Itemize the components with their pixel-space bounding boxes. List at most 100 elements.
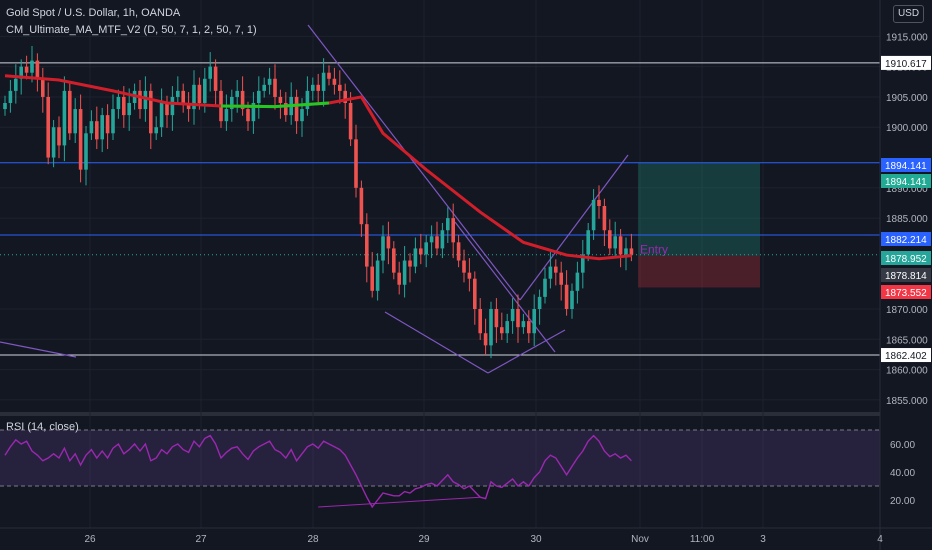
candle-body <box>62 90 67 146</box>
target-zone <box>638 162 760 256</box>
candle-body <box>235 90 239 97</box>
candle-body <box>278 96 283 103</box>
candle-body <box>267 78 272 85</box>
candle-body <box>186 103 191 110</box>
price-tag <box>881 232 931 246</box>
candle-body <box>489 309 493 346</box>
price-tag-label: 1873.552 <box>885 288 927 299</box>
candle-body <box>451 218 455 243</box>
candle-body <box>516 309 520 328</box>
price-tag-label: 1878.952 <box>885 254 927 265</box>
ma-line <box>4 74 632 261</box>
trendline <box>519 154 629 301</box>
candle-body <box>424 242 428 255</box>
candle-body <box>8 90 13 103</box>
candle-body <box>575 272 580 291</box>
time-tick-label: 28 <box>307 534 319 545</box>
candle-body <box>127 103 131 116</box>
candle-body <box>35 60 40 79</box>
candle-body <box>294 96 299 122</box>
candle-body <box>613 236 617 249</box>
candle-body <box>19 66 23 79</box>
rsi-tick-label: 60.00 <box>890 440 915 451</box>
candle-body <box>311 84 315 91</box>
candle-body <box>473 278 477 309</box>
candle-body <box>197 84 202 103</box>
trendline <box>454 221 556 353</box>
level-price-tag <box>881 55 931 70</box>
candle-body <box>629 248 634 255</box>
candle-body <box>24 66 29 73</box>
candle-body <box>316 84 320 91</box>
candle-body <box>456 242 461 261</box>
candle-body <box>419 248 423 255</box>
price-tag <box>881 174 931 188</box>
price-tag-label: 1878.814 <box>885 271 927 282</box>
key-levels[interactable] <box>0 62 880 356</box>
candle-body <box>192 84 196 110</box>
candle-body <box>365 224 369 267</box>
price-tick-label: 1885.000 <box>886 214 928 225</box>
candle-body <box>543 278 547 297</box>
candle-body <box>284 103 288 116</box>
candle-body <box>348 103 353 140</box>
candle-body <box>402 260 407 285</box>
candle-body <box>537 296 542 309</box>
level-price-label: 1910.617 <box>885 59 927 70</box>
stop-zone <box>638 255 760 288</box>
candle-body <box>246 109 250 122</box>
price-tag-label: 1882.214 <box>885 235 927 246</box>
candle-body <box>213 66 218 91</box>
candle-body <box>57 127 61 146</box>
panel-separator <box>0 412 880 416</box>
candle-body <box>483 333 488 346</box>
position-box[interactable]: Entry <box>638 162 760 288</box>
candle-body <box>354 139 358 188</box>
candle-body <box>608 230 612 249</box>
candle-body <box>149 90 153 134</box>
candle-body <box>300 109 304 122</box>
time-tick-label: 29 <box>418 534 430 545</box>
candle-body <box>478 309 482 334</box>
candle-body <box>138 90 142 110</box>
candle-body <box>116 96 121 110</box>
rsi-band <box>0 430 880 486</box>
price-tick-label: 1860.000 <box>886 366 928 377</box>
currency-badge[interactable]: USD <box>893 5 924 23</box>
rsi-legend[interactable]: RSI (14, close) <box>6 421 79 433</box>
candle-body <box>408 260 412 267</box>
candle-body <box>251 103 256 122</box>
candle-body <box>392 248 396 273</box>
candle-body <box>273 78 277 97</box>
price-axis[interactable]: 1915.0001910.0001905.0001900.0001890.000… <box>879 0 932 550</box>
candle-body <box>3 103 7 110</box>
rsi-tick-label: 40.00 <box>890 468 915 479</box>
candle-body <box>95 121 99 140</box>
candle-body <box>122 96 126 116</box>
candle-body <box>618 236 623 255</box>
price-tick-label: 1865.000 <box>886 335 928 346</box>
candle-body <box>505 321 509 334</box>
candle-body <box>386 236 391 249</box>
candle-body <box>262 84 266 91</box>
indicator-legend[interactable]: CM_Ultimate_MA_MTF_V2 (D, 50, 7, 1, 2, 5… <box>6 24 257 36</box>
candle-body <box>554 266 558 273</box>
candle-body <box>429 236 434 243</box>
candle-body <box>570 290 574 309</box>
trendlines[interactable] <box>0 24 629 374</box>
candle-body <box>78 109 83 170</box>
candle-body <box>370 266 374 291</box>
candle-body <box>176 90 180 97</box>
trendline <box>384 311 489 374</box>
candle-body <box>527 321 531 334</box>
time-tick-label: 4 <box>877 534 883 545</box>
candle-body <box>591 199 596 231</box>
candle-body <box>532 309 536 334</box>
candle-body <box>257 90 261 103</box>
time-tick-label: 27 <box>195 534 207 545</box>
time-axis[interactable]: 26 27 28 29 30 Nov 11:00 3 4 <box>0 527 932 545</box>
candle-body <box>46 96 50 158</box>
candle-body <box>435 236 439 249</box>
symbol-title[interactable]: Gold Spot / U.S. Dollar, 1h, OANDA <box>6 7 181 19</box>
